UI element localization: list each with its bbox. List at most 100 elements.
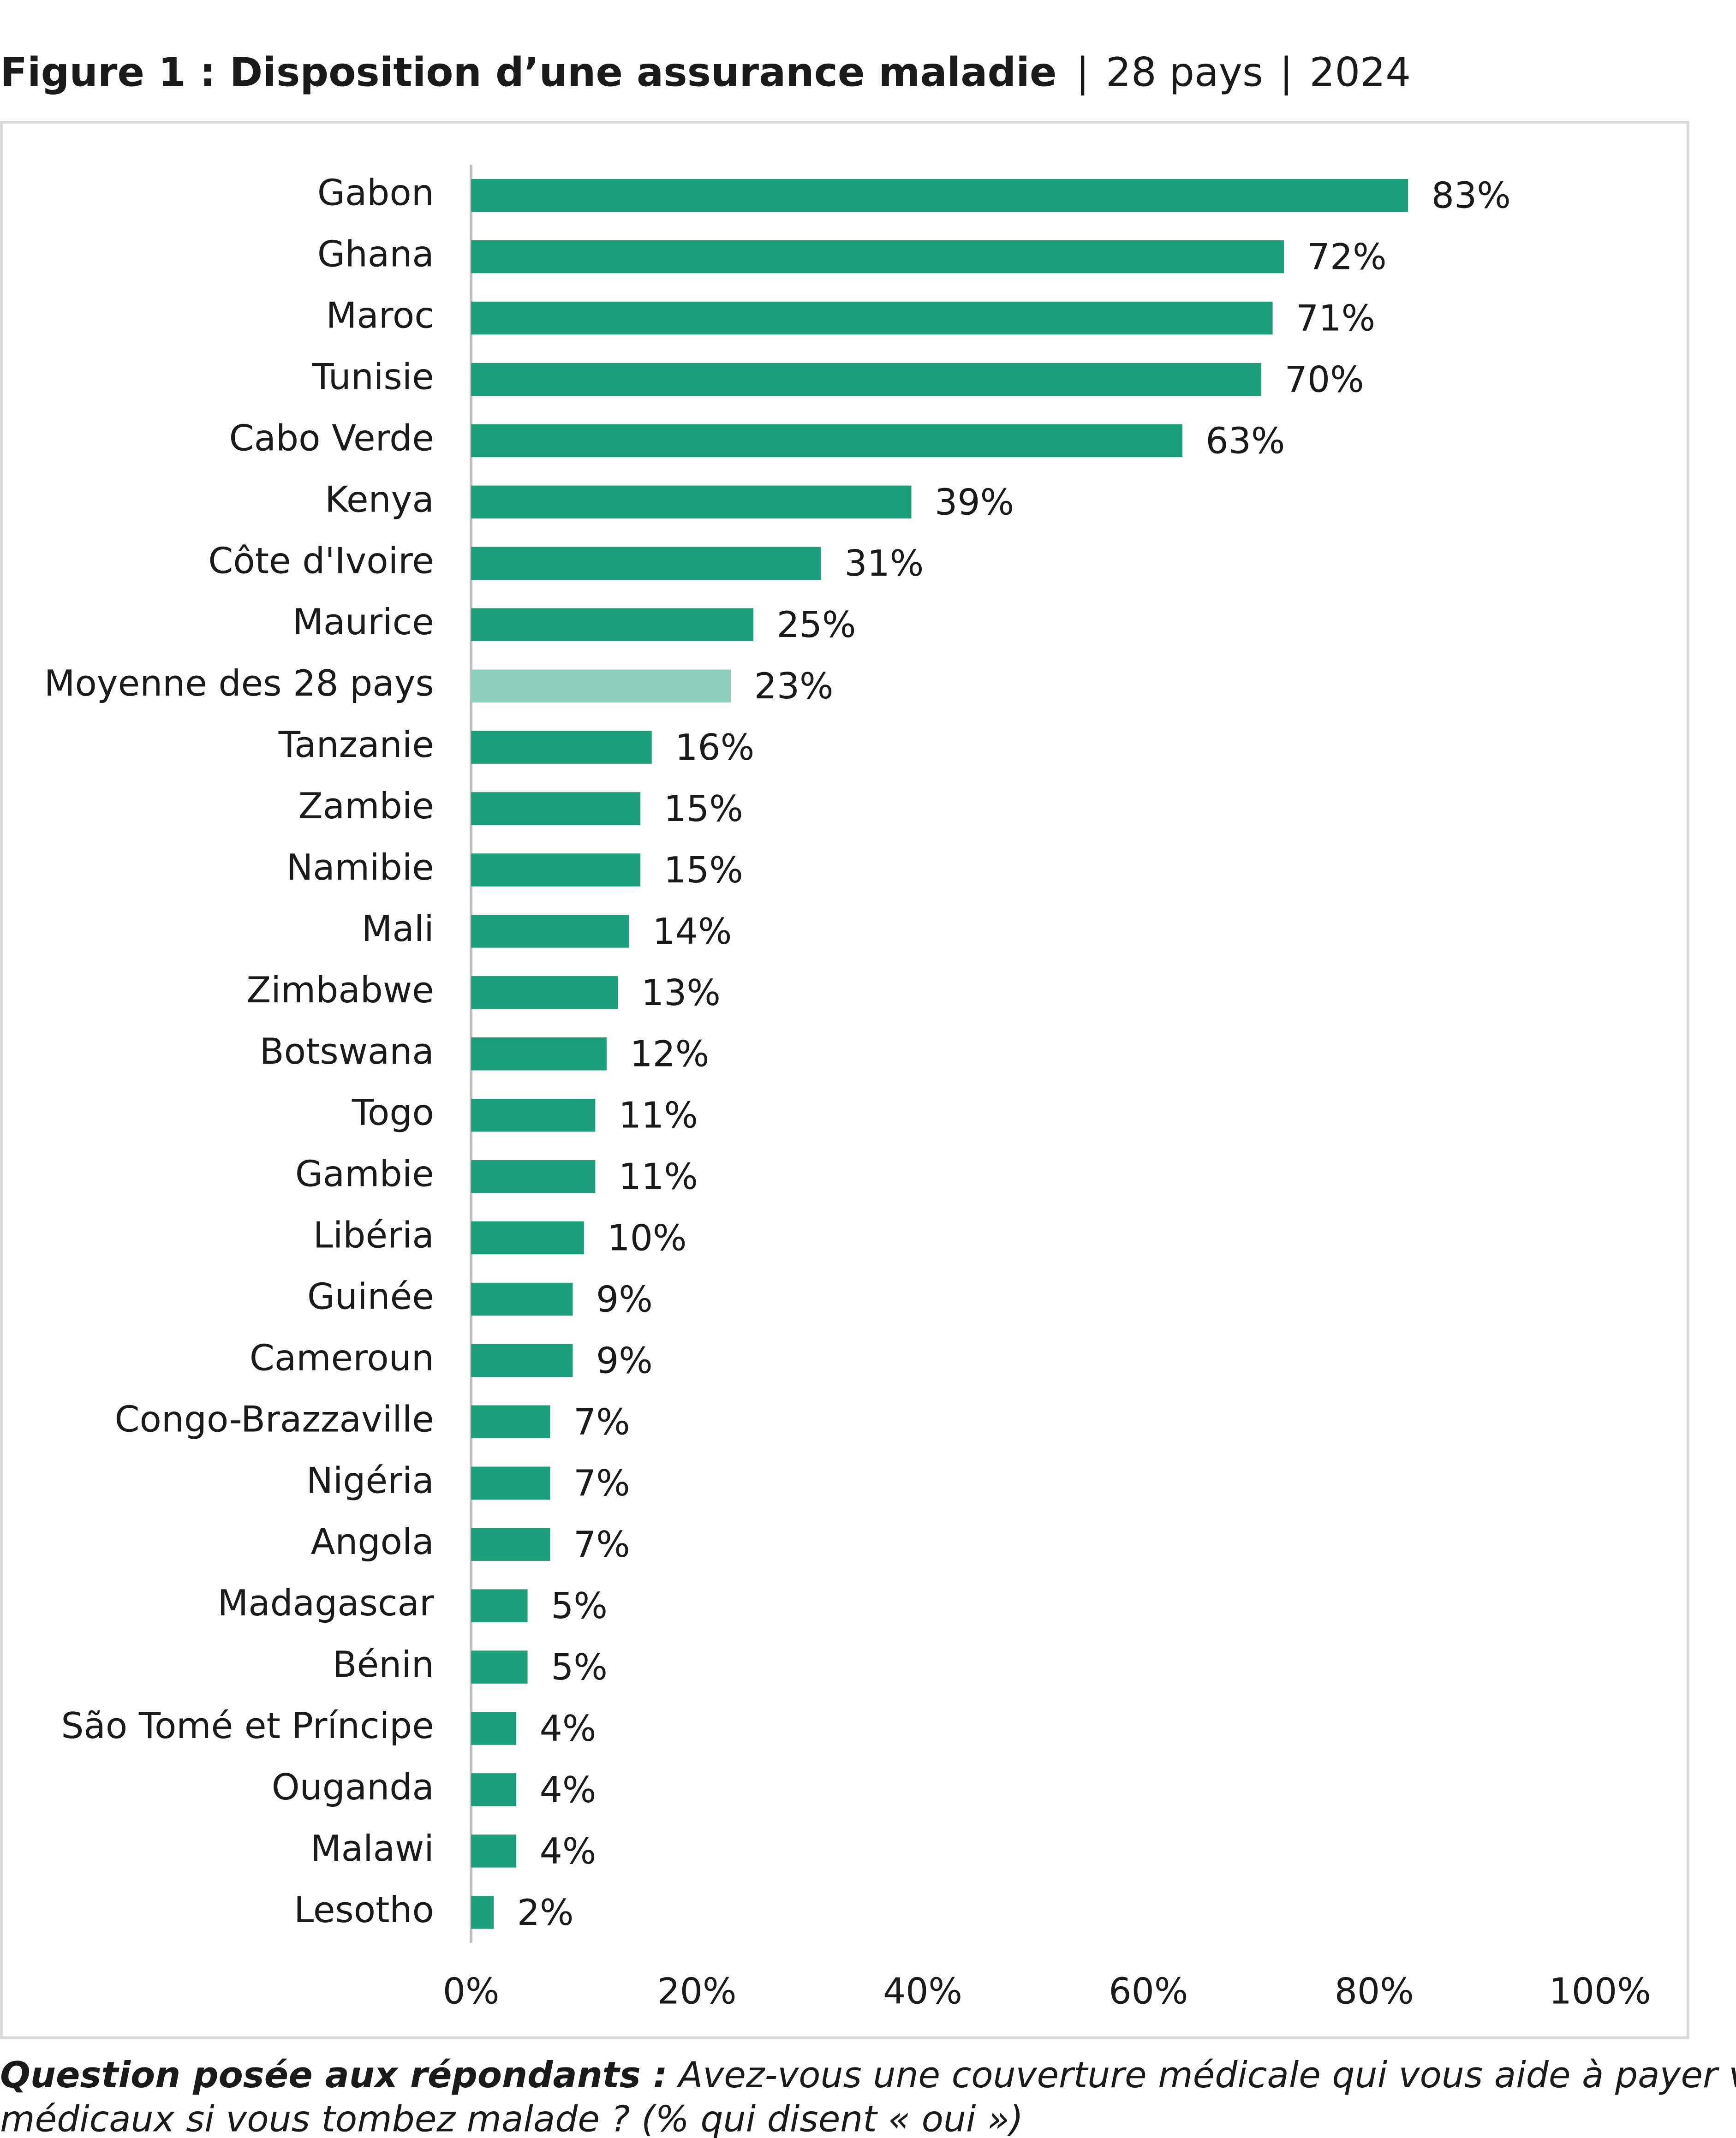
subtitle: 2024: [1309, 50, 1411, 96]
value-label: 11%: [619, 1156, 698, 1198]
chart-title: Figure 1 : Disposition d’une assurance m…: [0, 50, 1056, 96]
y-tick-label: Maurice: [292, 601, 434, 643]
bar: [471, 1589, 528, 1622]
note-label: Question posée aux répondants :: [0, 2055, 668, 2096]
bar: [471, 301, 1273, 335]
bar: [471, 1405, 550, 1439]
y-tick-label: Kenya: [325, 479, 434, 520]
value-label: 5%: [551, 1585, 608, 1627]
bar: [471, 792, 641, 825]
value-label: 7%: [573, 1401, 630, 1443]
value-label: 4%: [540, 1769, 597, 1811]
value-label: 11%: [619, 1095, 698, 1137]
bar: [471, 608, 753, 641]
bar: [471, 1037, 607, 1071]
y-tick-label: São Tomé et Príncipe: [61, 1705, 434, 1747]
y-tick-label: Cameroun: [250, 1337, 434, 1379]
chart-title-line: Figure 1 : Disposition d’une assurance m…: [0, 50, 1411, 96]
value-label: 14%: [652, 911, 732, 953]
value-label: 39%: [935, 482, 1014, 523]
bar: [471, 1344, 573, 1377]
y-tick-label: Bénin: [333, 1644, 434, 1685]
value-label: 9%: [596, 1279, 653, 1320]
y-tick-label: Cabo Verde: [229, 417, 434, 459]
value-label: 9%: [596, 1340, 653, 1382]
bar: [471, 547, 821, 580]
bar: [471, 363, 1262, 396]
value-label: 15%: [664, 850, 743, 891]
bar: [471, 240, 1284, 274]
value-label: 2%: [517, 1892, 574, 1934]
y-tick-label: Guinée: [307, 1276, 434, 1317]
value-label: 13%: [641, 972, 721, 1014]
y-tick-label: Angola: [310, 1521, 434, 1563]
value-label: 72%: [1307, 237, 1387, 278]
y-tick-label: Maroc: [326, 295, 434, 337]
value-label: 7%: [573, 1524, 630, 1566]
value-label: 5%: [551, 1647, 608, 1688]
value-label: 71%: [1296, 298, 1375, 339]
value-label: 4%: [540, 1708, 597, 1750]
y-tick-label: Côte d'Ivoire: [208, 540, 434, 582]
y-tick-label: Ouganda: [272, 1767, 434, 1808]
value-label: 31%: [844, 543, 924, 584]
bar: [471, 976, 618, 1009]
y-tick-label: Zimbabwe: [246, 970, 434, 1011]
chart-frame: [0, 120, 1689, 2039]
separator: |: [1280, 50, 1293, 96]
note: Avez-vous une couverture médicale qui vo…: [676, 2055, 1736, 2096]
bar: [471, 424, 1182, 458]
bar: [471, 1221, 584, 1255]
bar: [471, 1712, 517, 1745]
y-tick-label: Moyenne des 28 pays: [44, 663, 434, 704]
y-tick-label: Tanzanie: [278, 724, 434, 766]
x-tick-label: 60%: [1109, 1971, 1188, 2012]
y-tick-label: Nigéria: [306, 1460, 434, 1501]
bar: [471, 1098, 596, 1132]
value-label: 83%: [1432, 175, 1511, 217]
note-line: Question posée aux répondants : Avez-vous…: [0, 2055, 1736, 2096]
y-tick-label: Mali: [362, 908, 434, 950]
bar: [471, 1466, 550, 1500]
x-tick-label: 0%: [443, 1971, 500, 2012]
x-tick-label: 40%: [883, 1971, 962, 2012]
y-tick-label: Libéria: [313, 1215, 434, 1257]
value-label: 10%: [607, 1218, 686, 1259]
x-tick-label: 80%: [1335, 1971, 1414, 2012]
bar: [471, 179, 1408, 212]
y-tick-label: Namibie: [286, 847, 434, 888]
y-tick-label: Congo-Brazzaville: [115, 1399, 434, 1440]
subtitle: 28 pays: [1106, 50, 1263, 96]
y-tick-label: Malawi: [310, 1828, 434, 1870]
value-label: 25%: [777, 604, 856, 646]
value-label: 16%: [675, 727, 754, 768]
bar: [471, 915, 629, 948]
value-label: 12%: [630, 1034, 709, 1075]
y-tick-label: Gambie: [295, 1154, 434, 1195]
y-tick-label: Zambie: [298, 786, 434, 827]
bar: [471, 731, 652, 764]
bar: [471, 485, 912, 519]
value-label: 63%: [1205, 420, 1285, 462]
bar: [471, 1650, 528, 1684]
separator: |: [1076, 50, 1089, 96]
bar: [471, 853, 641, 887]
y-tick-label: Lesotho: [294, 1889, 434, 1931]
y-tick-label: Tunisie: [311, 356, 434, 398]
x-tick-label: 20%: [657, 1971, 737, 2012]
value-label: 7%: [573, 1463, 630, 1504]
bar: [471, 1528, 550, 1561]
bar: [471, 1896, 494, 1929]
x-tick-label: 100%: [1549, 1971, 1651, 2012]
y-tick-label: Madagascar: [217, 1583, 434, 1624]
value-label: 4%: [540, 1831, 597, 1872]
y-tick-label: Ghana: [317, 234, 434, 275]
note: médicaux si vous tombez malade ? (% qui …: [0, 2098, 1023, 2138]
bar: [471, 1160, 596, 1193]
y-tick-label: Gabon: [317, 173, 434, 214]
bar: [471, 1773, 517, 1806]
y-tick-label: Botswana: [260, 1031, 434, 1072]
bar: [471, 669, 731, 703]
